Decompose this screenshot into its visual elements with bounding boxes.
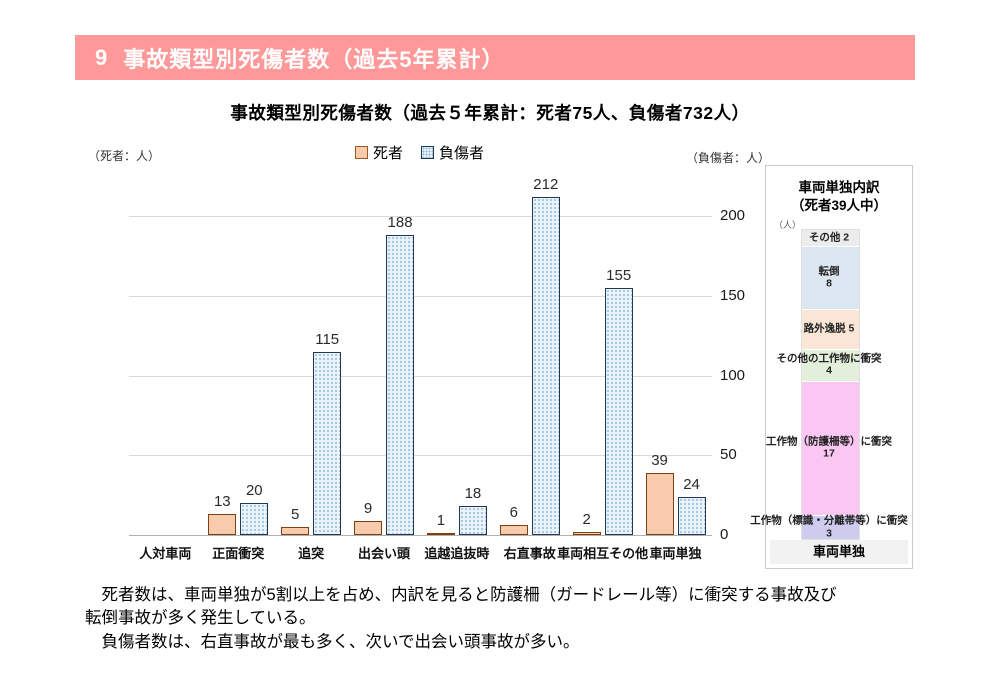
category-label-6: 車両相互その他 [557, 546, 649, 561]
stack-segment-label-1: 転倒 8 [818, 264, 840, 290]
right-axis-tick: 150 [720, 286, 746, 304]
category-label-2: 追突 [298, 546, 325, 561]
note-line-1: 死者数は、車両単独が5割以上を占め、内訳を見ると防護柵（ガードレール等）に衝突す… [85, 586, 837, 604]
deaths-swatch-icon [355, 146, 368, 159]
stack-segment-0 [802, 230, 859, 246]
single-vehicle-breakdown-panel: 車両単独内訳 （死者39人中） （人） その他 2 転倒 8 路外逸脱 5 その他の工作… [750, 165, 913, 569]
legend-item-deaths: 死者 [355, 142, 403, 163]
injuries-value-label: 212 [533, 175, 559, 193]
bar-deaths-3 [354, 520, 383, 535]
right-axis-tick: 0 [720, 526, 729, 543]
injuries-value-label: 188 [387, 214, 413, 232]
right-axis-unit-label: （負傷者：人） [686, 151, 771, 165]
injuries-value-label: 115 [315, 330, 340, 348]
category-label-0: 人対車両 [139, 546, 192, 561]
panel-title-line1: 車両単独内訳 [798, 180, 880, 195]
deaths-value-label: 39 [651, 451, 668, 469]
chart-legend: 死者 負傷者 [355, 142, 484, 163]
bar-deaths-6 [572, 531, 601, 535]
legend-injuries-label: 負傷者 [439, 145, 485, 162]
stack-segment-label-2: 路外逸脱 5 [803, 322, 855, 335]
bar-deaths-5 [499, 525, 528, 535]
category-label-4: 追越追抜時 [424, 546, 490, 561]
stacked-bar [801, 229, 860, 540]
bar-injuries-7 [677, 496, 706, 535]
left-axis-unit-label: （死者：人） [88, 149, 161, 163]
gridline [129, 375, 712, 377]
note-line-2: 転倒事故が多く発生している。 [85, 609, 316, 628]
stack-segment-label-4: 工作物（防護柵等）に衝突 17 [766, 435, 892, 460]
category-label-3: 出会い頭 [358, 546, 411, 561]
bar-injuries-5 [531, 196, 560, 535]
gridline [129, 216, 712, 217]
injuries-value-label: 20 [245, 482, 263, 500]
deaths-value-label: 1 [436, 512, 446, 529]
right-axis-tick: 50 [720, 446, 737, 464]
chart-title: 事故類型別死傷者数（過去５年累計：死者75人、負傷者732人） [230, 103, 750, 123]
deaths-value-label: 2 [582, 510, 591, 528]
panel-unit-label: （人） [774, 220, 802, 230]
bar-injuries-6 [604, 287, 633, 535]
injuries-value-label: 18 [464, 485, 482, 503]
x-axis-baseline [129, 535, 712, 536]
gridline [129, 295, 712, 297]
bar-deaths-2 [281, 527, 310, 535]
bar-deaths-7 [645, 472, 674, 535]
stack-segment-label-5: 工作物（標識・分離帯等）に衝突 3 [750, 514, 908, 540]
bar-injuries-2 [313, 351, 342, 535]
stack-segment-label-0: その他 2 [808, 231, 850, 244]
category-label-1: 正面衝突 [212, 546, 265, 561]
category-label-5: 右直事故 [503, 546, 556, 561]
injuries-swatch-icon [421, 146, 435, 159]
panel-title-line2: （死者39人中） [790, 198, 888, 214]
section-number: 9 [95, 44, 108, 70]
page-header-banner: 9 事故類型別死傷者数（過去5年累計） [75, 35, 915, 80]
injuries-value-label: 155 [606, 266, 632, 284]
note-line-3: 負傷者数は、右直事故が最も多く、次いで出会い頭事故が多い。 [85, 632, 580, 651]
bar-injuries-1 [240, 503, 269, 535]
legend-deaths-label: 死者 [373, 145, 404, 162]
stack-segment-4 [802, 380, 859, 516]
injuries-value-label: 24 [683, 475, 700, 493]
legend-item-injuries: 負傷者 [421, 142, 484, 163]
panel-x-axis-label: 車両単独 [770, 540, 908, 564]
deaths-value-label: 13 [213, 493, 231, 511]
bar-injuries-3 [386, 235, 415, 535]
stack-segment-5 [802, 515, 859, 539]
deaths-value-label: 5 [291, 506, 300, 524]
right-axis-tick: 200 [720, 207, 746, 224]
gridline [129, 455, 712, 457]
stack-segment-1 [802, 245, 859, 310]
right-axis-tick: 100 [720, 366, 746, 384]
deaths-value-label: 6 [509, 504, 518, 522]
deaths-value-label: 9 [363, 499, 373, 517]
page-title: 事故類型別死傷者数（過去5年累計） [123, 46, 505, 72]
stack-segment-3 [802, 348, 859, 381]
bar-deaths-4 [426, 533, 455, 535]
bar-deaths-1 [208, 514, 237, 535]
stack-segment-2 [802, 309, 859, 349]
summary-notes: 死者数は、車両単独が5割以上を占め、内訳を見ると防護柵（ガードレール等）に衝突す… [85, 584, 957, 654]
category-label-7: 車両単独 [649, 546, 702, 561]
bar-injuries-4 [458, 506, 487, 535]
stack-segment-label-3: その他の工作物に衝突 4 [776, 352, 882, 377]
